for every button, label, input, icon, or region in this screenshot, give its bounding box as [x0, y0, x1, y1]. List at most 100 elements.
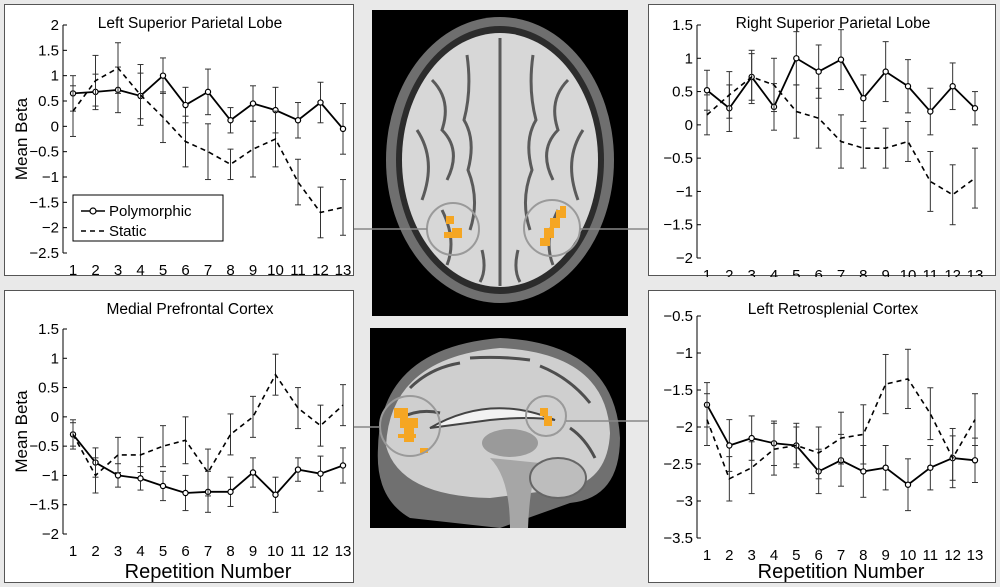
y-tick-label: −0.5 [663, 308, 693, 325]
y-axis-label: Mean Beta [12, 390, 31, 473]
data-point [927, 108, 934, 115]
x-tick-label: 2 [91, 262, 99, 277]
series-static [70, 353, 346, 497]
x-tick-label: 9 [881, 547, 889, 564]
x-tick-label: 1 [69, 262, 77, 277]
series-line [706, 377, 976, 480]
x-tick-label: 12 [944, 267, 961, 277]
x-tick-label: 8 [859, 267, 867, 277]
y-tick-label: −2.5 [663, 456, 693, 473]
sagittal-roi-right-circle [525, 395, 567, 437]
sagittal-brainstem [490, 458, 540, 528]
x-tick-label: 2 [725, 547, 733, 564]
x-tick-label: 6 [181, 543, 189, 560]
y-tick-label: −3 [676, 493, 693, 510]
x-tick-label: 13 [967, 547, 984, 564]
x-tick-label: 3 [747, 547, 755, 564]
axial-roi-right-circle [523, 199, 581, 257]
sagittal-cerebellum [529, 457, 587, 499]
x-tick-label: 8 [226, 543, 234, 560]
y-tick-label: −1.5 [29, 194, 59, 211]
data-point [882, 464, 889, 471]
sagittal-corpus-callosum [429, 407, 556, 429]
legend-label: Static [109, 223, 147, 240]
sagittal-roi-left-circle [379, 395, 441, 457]
x-tick-label: 5 [792, 547, 800, 564]
chart-svg: 21.510.50−0.5−1−1.5−2−2.51 2 3 4 5 6 7 8 9 10 11 12… [12, 15, 351, 277]
y-tick-label: 1.5 [672, 17, 693, 34]
x-axis-label: Repetition Number [758, 561, 925, 583]
x-tick-label: 1 [69, 543, 77, 560]
series-static [704, 348, 978, 502]
x-tick-label: 11 [290, 262, 306, 277]
data-point [294, 117, 302, 124]
data-point [793, 55, 800, 62]
axial-sulci [415, 38, 585, 286]
data-point [159, 482, 167, 490]
x-tick-label: 6 [814, 267, 822, 277]
y-tick-label: −1 [676, 345, 693, 362]
chart-left-superior-parietal: 2 1.5 1 0.5 0 −0.5 −1 −1.5 −2 −2.5 1 2 3 4 5 6 7 8 9 10 11 12… [4, 4, 354, 277]
data-point [227, 117, 234, 124]
x-tick-label: 8 [226, 262, 234, 277]
y-tick-label: −0.5 [29, 438, 59, 455]
x-tick-label: 9 [881, 267, 889, 277]
y-tick-label: −2 [676, 419, 693, 436]
y-tick-label: 1 [51, 350, 59, 367]
data-point [882, 68, 889, 75]
series-static [70, 42, 346, 239]
y-tick-label: 0.5 [38, 93, 59, 110]
legend-label: Polymorphic [109, 203, 192, 220]
y-tick-label: −1.5 [663, 217, 693, 234]
data-point [860, 95, 867, 102]
data-point [815, 68, 822, 75]
y-tick-label: −2 [42, 526, 59, 543]
chart-right-superior-parietal: 1.5 1 0.5 0 −0.5 −1 −1.5 −2 1 2 3 4 5 6 7 8 9 10 11 12 13 Rig… [648, 4, 996, 277]
axial-activation [444, 206, 566, 246]
data-point [837, 56, 845, 63]
x-tick-label: 13 [335, 543, 352, 560]
data-point [249, 469, 257, 476]
x-tick-label: 2 [725, 267, 733, 277]
x-tick-label: 6 [181, 262, 189, 277]
sagittal-activation [394, 408, 552, 453]
x-tick-label: 11 [923, 547, 939, 564]
x-tick-label: 7 [837, 547, 845, 564]
data-point [726, 442, 733, 449]
x-tick-label: 4 [770, 267, 778, 277]
x-tick-label: 4 [136, 543, 144, 560]
x-tick-label: 3 [747, 267, 755, 277]
series-static [704, 53, 978, 226]
x-tick-label: 11 [923, 267, 939, 277]
chart-title: Right Superior Parietal Lobe [736, 15, 931, 32]
data-point [904, 83, 912, 90]
y-tick-label: −1 [676, 183, 693, 200]
chart-left-retrosplenial: −0.5 −1 −1.5 −2 −2.5 −3 −3.5 1 2 3 4 5 6 7 8 9 10 11 12 13 L… [648, 290, 996, 583]
data-point [159, 72, 167, 79]
y-tick-label: 2 [51, 17, 59, 34]
x-tick-label: 12 [944, 547, 961, 564]
chart-title: Left Retrosplenial Cortex [748, 301, 919, 318]
y-tick-label: −1 [42, 467, 59, 484]
chart-title: Left Superior Parietal Lobe [98, 15, 282, 32]
legend: Polymorphic Static [72, 194, 224, 242]
x-tick-label: 1 [703, 547, 711, 564]
data-point [272, 491, 279, 498]
data-point [317, 99, 324, 106]
y-tick-label: −1 [42, 169, 59, 186]
y-tick-label: 0 [51, 118, 59, 135]
chart-medial-prefrontal: 1.5 1 0.5 0 −0.5 −1 −1.5 −2 1 2 3 4 5 6 7 8 9 10 11 12 13 Med… [4, 290, 354, 583]
data-point [339, 125, 347, 133]
x-tick-label: 3 [114, 262, 122, 277]
series-line [706, 76, 976, 196]
x-tick-label: 2 [91, 543, 99, 560]
x-tick-label: 9 [249, 262, 257, 277]
x-tick-label: 8 [859, 547, 867, 564]
data-point [227, 488, 234, 496]
data-point [339, 462, 347, 469]
x-tick-label: 1 [703, 267, 711, 277]
x-tick-label: 7 [204, 543, 212, 560]
data-point [182, 101, 189, 109]
y-tick-label: −0.5 [29, 144, 59, 161]
x-tick-label: 12 [312, 543, 329, 560]
